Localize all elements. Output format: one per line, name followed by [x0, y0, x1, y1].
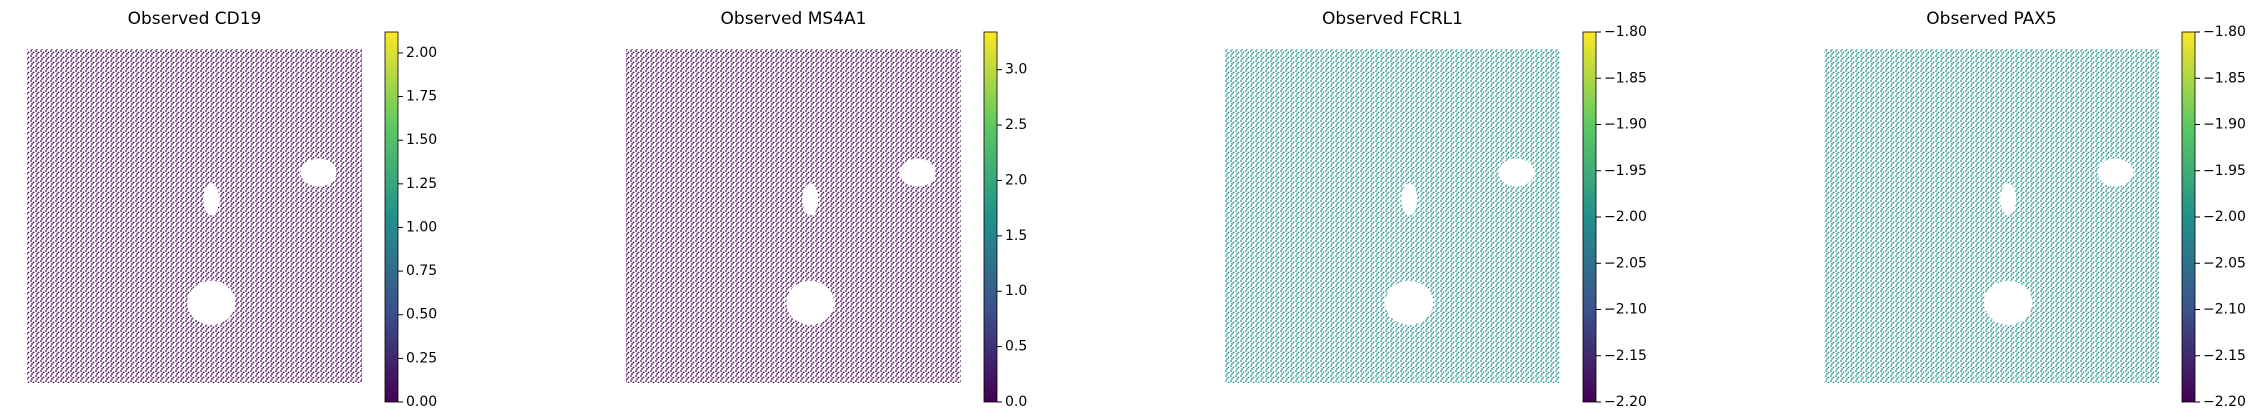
colorbar-tick-label: −2.00 [2203, 209, 2246, 225]
colorbar-tick-label: −1.80 [1604, 24, 1647, 40]
colorbar-tick-label: 0.00 [406, 394, 437, 410]
colorbar-tick-label: 1.25 [406, 176, 437, 192]
colorbar-tick-label: 1.0 [1005, 283, 1027, 299]
chart-title: Observed PAX5 [1926, 9, 2056, 29]
tissue-hole [1401, 183, 1418, 216]
colorbar-tick-label: −1.90 [1604, 117, 1647, 133]
tissue-hole [2000, 183, 2017, 216]
spot-texture [1225, 49, 1560, 383]
colorbar [384, 31, 399, 403]
colorbar-tick-label: −2.10 [2203, 302, 2246, 318]
colorbar-tick-label: 1.75 [406, 89, 437, 105]
colorbar-tick-label: 0.5 [1005, 339, 1027, 355]
chart-title: Observed CD19 [128, 9, 262, 29]
colorbar [1582, 31, 1597, 403]
tissue-hole [786, 280, 835, 325]
colorbar-tick-label: 2.00 [406, 45, 437, 61]
colorbar-tick-label: 1.50 [406, 132, 437, 148]
colorbar-tick-label: 0.75 [406, 263, 437, 279]
colorbar-tick-label: −2.15 [1604, 348, 1647, 364]
colorbar-tick-label: 1.00 [406, 219, 437, 235]
chart-title: Observed FCRL1 [1322, 9, 1463, 29]
tissue-hole [802, 183, 819, 216]
colorbar-tick-label: 2.5 [1005, 117, 1027, 133]
colorbar-tick-label: −1.90 [2203, 117, 2246, 133]
tissue-hole [187, 280, 236, 325]
spot-texture [27, 49, 362, 383]
spot-texture [1824, 49, 2159, 383]
colorbar [983, 31, 998, 403]
colorbar-tick-label: −1.95 [1604, 163, 1647, 179]
tissue-hole [899, 158, 936, 187]
tissue-hole [203, 183, 220, 216]
tissue-hole [1498, 158, 1535, 187]
chart-title: Observed MS4A1 [721, 9, 867, 29]
colorbar-tick-label: 3.0 [1005, 62, 1027, 78]
tissue-hole [300, 158, 337, 187]
tissue-hole [2097, 158, 2134, 187]
colorbar-tick-label: −2.05 [1604, 255, 1647, 271]
spot-texture [626, 49, 961, 383]
colorbar-tick-label: −2.20 [2203, 394, 2246, 410]
colorbar-tick-label: −1.85 [2203, 70, 2246, 86]
colorbar-tick-label: −1.95 [2203, 163, 2246, 179]
colorbar-tick-label: 0.25 [406, 350, 437, 366]
colorbar-tick-label: −1.85 [1604, 70, 1647, 86]
colorbar-tick-label: −2.15 [2203, 348, 2246, 364]
colorbar [2181, 31, 2196, 403]
colorbar-tick-label: 2.0 [1005, 172, 1027, 188]
colorbar-tick-label: 0.0 [1005, 394, 1027, 410]
colorbar-tick-label: −2.05 [2203, 255, 2246, 271]
colorbar-tick-label: 1.5 [1005, 228, 1027, 244]
tissue-hole [1984, 280, 2033, 325]
colorbar-tick-label: −2.10 [1604, 302, 1647, 318]
colorbar-tick-label: −1.80 [2203, 24, 2246, 40]
colorbar-tick-label: −2.20 [1604, 394, 1647, 410]
tissue-hole [1385, 280, 1434, 325]
colorbar-tick-label: −2.00 [1604, 209, 1647, 225]
colorbar-tick-label: 0.50 [406, 307, 437, 323]
